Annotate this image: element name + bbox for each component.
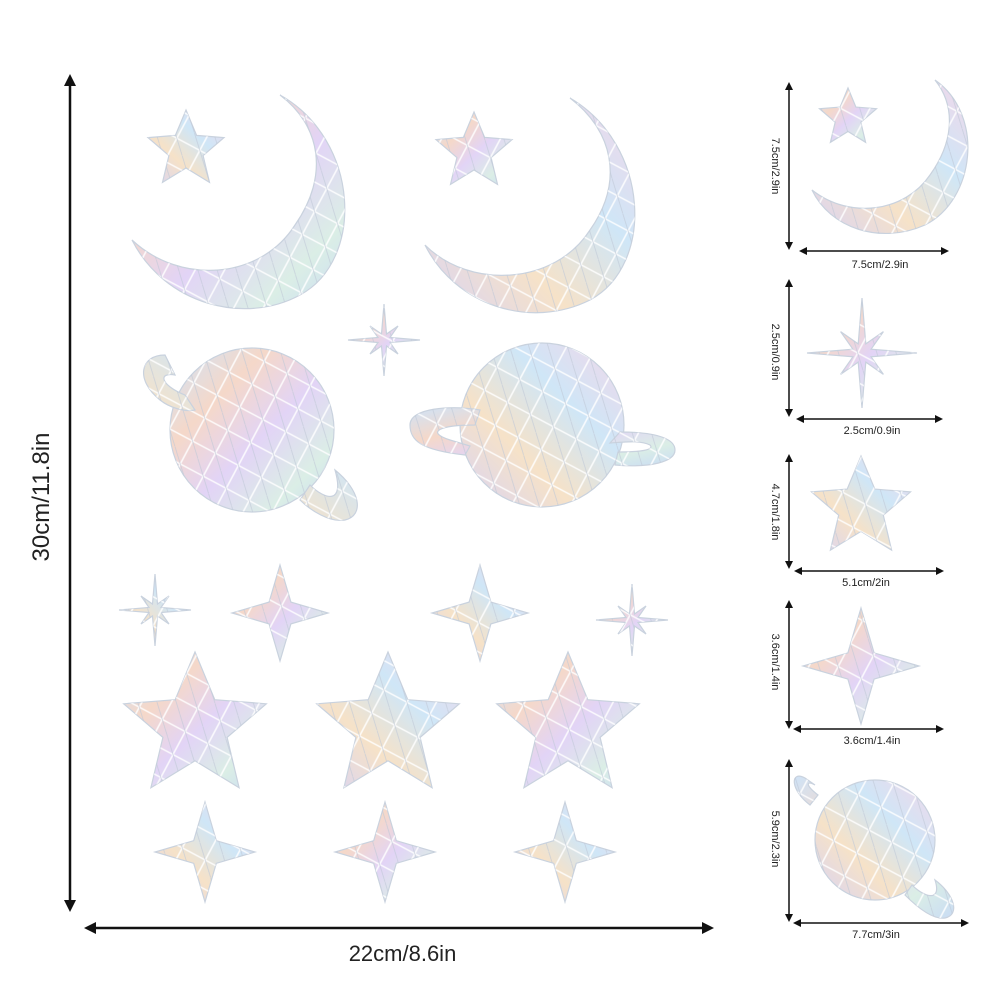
detail-1-height-label: 7.5cm/2.9in [769,137,781,195]
planet-sticker-right-body [459,342,625,508]
detail-4-height-label: 3.6cm/1.4in [769,633,781,691]
sheet-height-label: 30cm/11.8in [28,432,55,562]
detail-4-width-label: 3.6cm/1.4in [843,735,901,747]
detail-5-height-label: 5.9cm/2.3in [769,810,781,868]
detail-moon [811,79,969,235]
detail-sparkle [806,297,918,409]
detail-3-width-label: 5.1cm/2in [842,577,890,589]
detail-four-point-star [800,605,922,727]
star-sticker-top-right [434,110,514,186]
four-point-star-sticker-row-2 [429,562,531,664]
detail-planet-ring [793,775,955,919]
big-star-sticker-3 [495,650,641,789]
detail-3-height-label: 4.7cm/1.8in [769,483,781,541]
planet-sticker-left-body [169,347,335,513]
four-point-star-sticker-bottom-1 [152,799,258,905]
big-star-sticker-2 [315,650,461,789]
detail-2-height-label: 2.5cm/0.9in [769,323,781,381]
detail-2-width-label: 2.5cm/0.9in [843,425,901,437]
sparkle-sticker-row-2 [595,583,669,657]
moon-sticker-left [131,94,346,310]
four-point-star-sticker-bottom-2 [332,799,438,905]
detail-1-width-label: 7.5cm/2.9in [851,259,909,271]
moon-sticker-right [424,97,636,314]
detail-star [810,454,912,552]
sparkle-sticker-center [347,303,421,377]
detail-planet-body [814,779,936,901]
four-point-star-sticker-row-1 [229,562,331,664]
planet-sticker-right-ring [409,407,676,467]
four-point-star-sticker-bottom-3 [512,799,618,905]
planet-sticker-left-ring [143,354,358,522]
detail-star-small [818,86,878,144]
star-sticker-top-left [146,108,226,184]
sheet-width-label: 22cm/8.6in [348,941,457,966]
big-star-sticker-1 [122,650,268,789]
sparkle-sticker-row-1 [118,573,192,647]
detail-5-width-label: 7.7cm/3in [852,929,900,941]
